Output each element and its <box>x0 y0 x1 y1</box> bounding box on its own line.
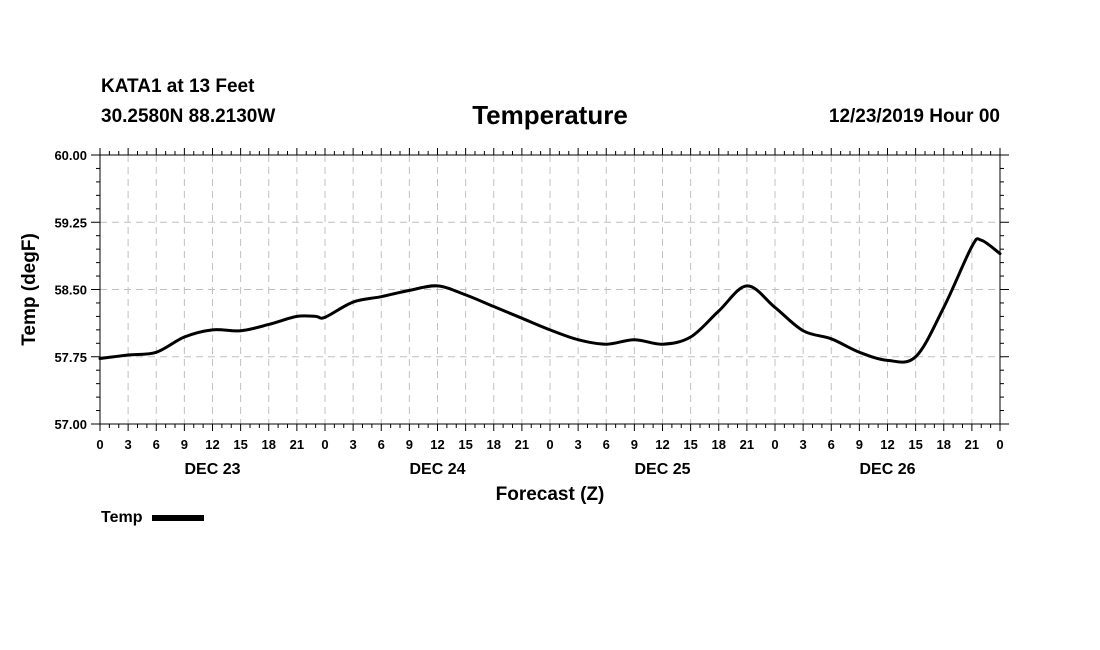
x-tick-label: 0 <box>996 437 1003 452</box>
station-name: KATA1 at 13 Feet <box>101 76 255 97</box>
x-tick-label: 15 <box>683 437 697 452</box>
y-tick-label: 59.25 <box>54 215 87 230</box>
x-tick-label: 6 <box>828 437 835 452</box>
x-tick-label: 0 <box>771 437 778 452</box>
x-tick-label: 12 <box>430 437 444 452</box>
x-tick-label: 3 <box>800 437 807 452</box>
x-tick-label: 9 <box>856 437 863 452</box>
x-tick-label: 15 <box>233 437 247 452</box>
x-tick-label: 3 <box>350 437 357 452</box>
y-tick-label: 60.00 <box>54 148 87 163</box>
x-tick-label: 21 <box>740 437 754 452</box>
x-axis-label: Forecast (Z) <box>496 484 605 505</box>
station-coordinates: 30.2580N 88.2130W <box>101 106 276 127</box>
x-tick-label: 6 <box>603 437 610 452</box>
x-tick-label: 15 <box>458 437 472 452</box>
x-tick-label: 21 <box>965 437 979 452</box>
series-line-temp <box>98 237 1002 364</box>
x-tick-label: 0 <box>546 437 553 452</box>
x-tick-label: 21 <box>290 437 304 452</box>
x-tick-label: 18 <box>487 437 501 452</box>
x-day-label: DEC 24 <box>409 461 465 478</box>
x-tick-label: 18 <box>262 437 276 452</box>
y-tick-label: 57.00 <box>54 417 87 432</box>
x-tick-label: 12 <box>655 437 669 452</box>
x-tick-label: 9 <box>181 437 188 452</box>
forecast-run-time: 12/23/2019 Hour 00 <box>828 106 1000 127</box>
chart-legend: Temp <box>101 509 205 527</box>
x-tick-label: 6 <box>153 437 160 452</box>
legend-label-temp: Temp <box>101 509 143 526</box>
x-day-label: DEC 26 <box>859 461 915 478</box>
x-day-label: DEC 25 <box>634 461 690 478</box>
x-tick-label: 9 <box>406 437 413 452</box>
x-tick-label: 3 <box>575 437 582 452</box>
x-tick-label: 15 <box>908 437 922 452</box>
x-tick-label: 18 <box>712 437 726 452</box>
chart-title: Temperature <box>472 100 628 130</box>
x-tick-label: 0 <box>321 437 328 452</box>
y-tick-label: 58.50 <box>54 283 87 298</box>
x-tick-label: 6 <box>378 437 385 452</box>
x-tick-label: 18 <box>937 437 951 452</box>
x-tick-label: 3 <box>125 437 132 452</box>
x-tick-label: 9 <box>631 437 638 452</box>
x-tick-label: 12 <box>880 437 894 452</box>
x-day-label: DEC 23 <box>184 461 240 478</box>
x-tick-label: 0 <box>96 437 103 452</box>
legend-swatch-temp <box>152 515 205 521</box>
y-tick-label: 57.75 <box>54 350 87 365</box>
x-tick-label: 21 <box>515 437 529 452</box>
y-axis-label: Temp (degF) <box>19 233 40 346</box>
x-tick-label: 12 <box>205 437 219 452</box>
